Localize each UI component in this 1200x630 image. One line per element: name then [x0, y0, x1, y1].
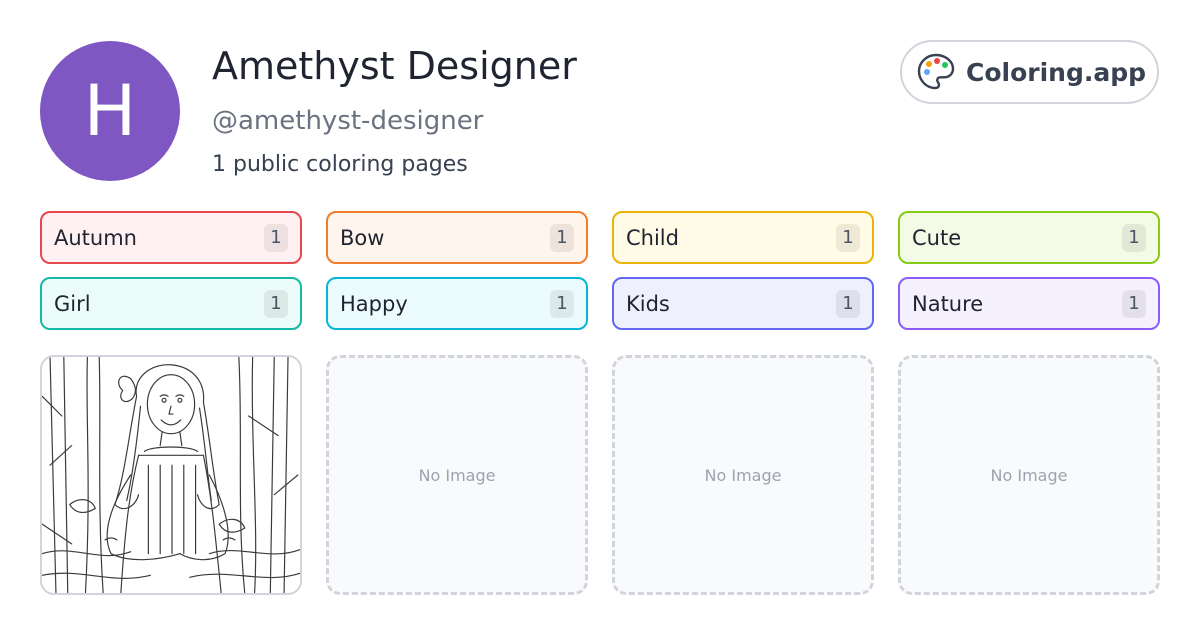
- tag-count-badge: 1: [1122, 289, 1146, 318]
- tag-count-badge: 1: [550, 289, 574, 318]
- tag-happy[interactable]: Happy 1: [326, 277, 588, 330]
- palette-icon: [917, 53, 955, 90]
- gallery-card-coloring-page[interactable]: [40, 355, 302, 595]
- coloring-page-thumbnail: [42, 357, 300, 593]
- tag-count-badge: 1: [836, 223, 860, 252]
- profile-handle[interactable]: @amethyst-designer: [212, 106, 484, 136]
- tag-label: Bow: [340, 225, 385, 250]
- page-count: 1 public coloring pages: [212, 152, 468, 177]
- no-image-label: No Image: [418, 465, 496, 485]
- tag-nature[interactable]: Nature 1: [898, 277, 1160, 330]
- tag-count-badge: 1: [264, 223, 288, 252]
- tag-list: Autumn 1 Bow 1 Child 1 Cute 1 Girl 1 Hap…: [40, 211, 1160, 330]
- avatar: H: [40, 41, 180, 181]
- no-image-label: No Image: [704, 465, 782, 485]
- tag-label: Nature: [912, 291, 984, 316]
- tag-label: Girl: [54, 291, 91, 316]
- brand-label: Coloring.app: [966, 57, 1147, 87]
- gallery-card-empty[interactable]: No Image: [898, 355, 1160, 595]
- tag-count-badge: 1: [1122, 223, 1146, 252]
- tag-count-badge: 1: [550, 223, 574, 252]
- profile-name: Amethyst Designer: [212, 44, 577, 88]
- gallery-grid: No Image No Image No Image: [40, 355, 1160, 595]
- tag-bow[interactable]: Bow 1: [326, 211, 588, 264]
- brand-button[interactable]: Coloring.app: [900, 40, 1159, 104]
- tag-count-badge: 1: [836, 289, 860, 318]
- tag-label: Cute: [912, 225, 962, 250]
- tag-label: Happy: [340, 291, 408, 316]
- tag-kids[interactable]: Kids 1: [612, 277, 874, 330]
- tag-child[interactable]: Child 1: [612, 211, 874, 264]
- tag-cute[interactable]: Cute 1: [898, 211, 1160, 264]
- gallery-card-empty[interactable]: No Image: [326, 355, 588, 595]
- tag-label: Kids: [626, 291, 670, 316]
- tag-girl[interactable]: Girl 1: [40, 277, 302, 330]
- tag-label: Autumn: [54, 225, 137, 250]
- gallery-card-empty[interactable]: No Image: [612, 355, 874, 595]
- tag-autumn[interactable]: Autumn 1: [40, 211, 302, 264]
- tag-count-badge: 1: [264, 289, 288, 318]
- tag-label: Child: [626, 225, 679, 250]
- no-image-label: No Image: [990, 465, 1068, 485]
